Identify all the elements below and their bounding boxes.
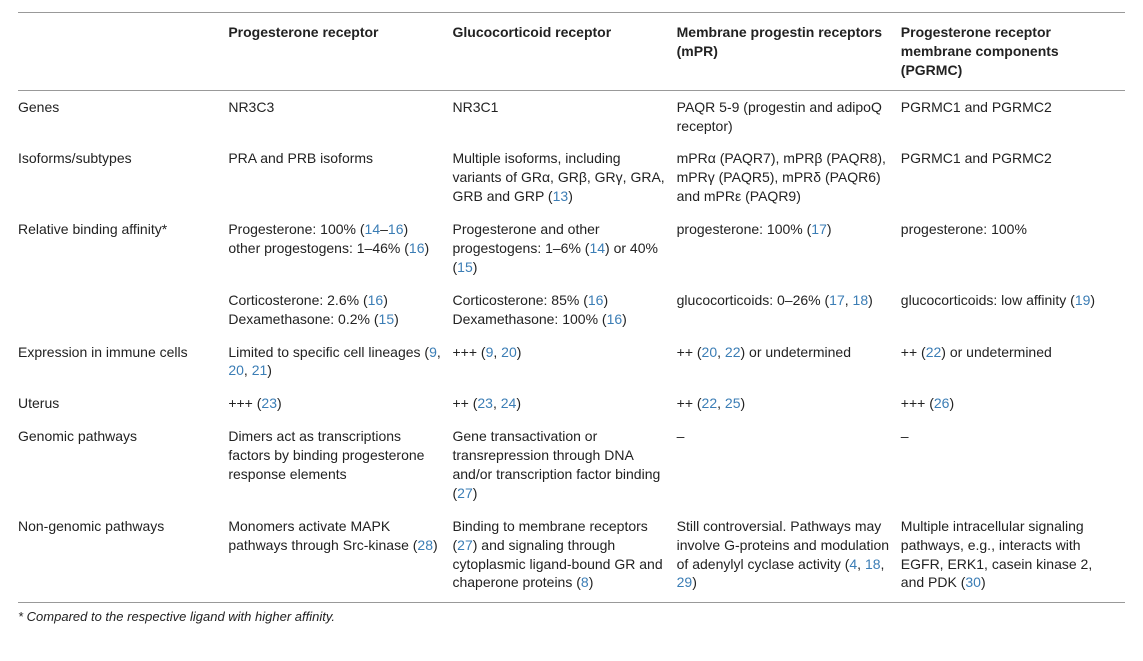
reference-link[interactable]: 18 <box>865 556 881 572</box>
reference-link[interactable]: 13 <box>553 188 569 204</box>
cell: progesterone: 100% (17) <box>677 213 901 284</box>
reference-link[interactable]: 8 <box>581 574 589 590</box>
reference-link[interactable]: 4 <box>849 556 857 572</box>
cell: ++ (20, 22) or undetermined <box>677 336 901 388</box>
cell: NR3C1 <box>452 90 676 142</box>
cell: Progesterone and other progestogens: 1–6… <box>452 213 676 284</box>
reference-link[interactable]: 14 <box>365 221 381 237</box>
cell: +++ (23) <box>228 387 452 420</box>
reference-link[interactable]: 29 <box>677 574 693 590</box>
reference-link[interactable]: 25 <box>725 395 741 411</box>
reference-link[interactable]: 23 <box>261 395 277 411</box>
row-nongenomic: Non-genomic pathways Monomers activate M… <box>18 510 1125 603</box>
cell: Corticosterone: 85% (16) Dexamethasone: … <box>452 284 676 336</box>
reference-link[interactable]: 16 <box>388 221 404 237</box>
cell: – <box>901 420 1125 510</box>
cell: PGRMC1 and PGRMC2 <box>901 142 1125 213</box>
cell: Progesterone: 100% (14–16) other progest… <box>228 213 452 284</box>
row-rba-1: Relative binding affinity* Progesterone:… <box>18 213 1125 284</box>
header-mpr: Membrane progestin receptors (mPR) <box>677 13 901 91</box>
cell: PRA and PRB isoforms <box>228 142 452 213</box>
reference-link[interactable]: 22 <box>926 344 942 360</box>
cell: Monomers activate MAPK pathways through … <box>228 510 452 603</box>
cell: Multiple intracellular signaling pathway… <box>901 510 1125 603</box>
reference-link[interactable]: 16 <box>409 240 425 256</box>
reference-link[interactable]: 17 <box>829 292 845 308</box>
header-row: Progesterone receptor Glucocorticoid rec… <box>18 13 1125 91</box>
cell: Binding to membrane receptors (27) and s… <box>452 510 676 603</box>
header-pr: Progesterone receptor <box>228 13 452 91</box>
cell: ++ (22) or undetermined <box>901 336 1125 388</box>
reference-link[interactable]: 30 <box>965 574 981 590</box>
cell: +++ (26) <box>901 387 1125 420</box>
reference-link[interactable]: 22 <box>702 395 718 411</box>
cell: Multiple isoforms, including variants of… <box>452 142 676 213</box>
reference-link[interactable]: 22 <box>725 344 741 360</box>
cell: ++ (23, 24) <box>452 387 676 420</box>
reference-link[interactable]: 27 <box>457 485 473 501</box>
reference-link[interactable]: 15 <box>379 311 395 327</box>
row-label: Expression in immune cells <box>18 336 228 388</box>
row-rba-2: Corticosterone: 2.6% (16) Dexamethasone:… <box>18 284 1125 336</box>
reference-link[interactable]: 19 <box>1075 292 1091 308</box>
row-label <box>18 284 228 336</box>
reference-link[interactable]: 23 <box>477 395 493 411</box>
reference-link[interactable]: 20 <box>501 344 517 360</box>
cell: +++ (9, 20) <box>452 336 676 388</box>
reference-link[interactable]: 18 <box>853 292 869 308</box>
footnote: * Compared to the respective ligand with… <box>18 603 1125 624</box>
header-pgrmc: Progesterone receptor membrane component… <box>901 13 1125 91</box>
cell: glucocorticoids: low affinity (19) <box>901 284 1125 336</box>
row-uterus: Uterus +++ (23) ++ (23, 24) ++ (22, 25) … <box>18 387 1125 420</box>
reference-link[interactable]: 16 <box>368 292 384 308</box>
cell: PGRMC1 and PGRMC2 <box>901 90 1125 142</box>
header-blank <box>18 13 228 91</box>
reference-link[interactable]: 16 <box>607 311 623 327</box>
reference-link[interactable]: 28 <box>417 537 433 553</box>
row-label: Isoforms/subtypes <box>18 142 228 213</box>
receptor-table: Progesterone receptor Glucocorticoid rec… <box>18 12 1125 603</box>
cell: ++ (22, 25) <box>677 387 901 420</box>
reference-link[interactable]: 16 <box>588 292 604 308</box>
cell: glucocorticoids: 0–26% (17, 18) <box>677 284 901 336</box>
reference-link[interactable]: 21 <box>252 362 268 378</box>
row-label: Non-genomic pathways <box>18 510 228 603</box>
cell: Gene transactivation or transrepression … <box>452 420 676 510</box>
reference-link[interactable]: 20 <box>228 362 244 378</box>
row-isoforms: Isoforms/subtypes PRA and PRB isoforms M… <box>18 142 1125 213</box>
reference-link[interactable]: 17 <box>811 221 827 237</box>
row-label: Genes <box>18 90 228 142</box>
cell: – <box>677 420 901 510</box>
row-label: Relative binding affinity* <box>18 213 228 284</box>
cell: Still controversial. Pathways may involv… <box>677 510 901 603</box>
cell: Corticosterone: 2.6% (16) Dexamethasone:… <box>228 284 452 336</box>
cell: mPRα (PAQR7), mPRβ (PAQR8), mPRγ (PAQR5)… <box>677 142 901 213</box>
cell: Dimers act as transcriptions factors by … <box>228 420 452 510</box>
cell: progesterone: 100% <box>901 213 1125 284</box>
row-genomic: Genomic pathways Dimers act as transcrip… <box>18 420 1125 510</box>
reference-link[interactable]: 9 <box>429 344 437 360</box>
reference-link[interactable]: 15 <box>457 259 473 275</box>
header-gr: Glucocorticoid receptor <box>452 13 676 91</box>
cell: Limited to specific cell lineages (9, 20… <box>228 336 452 388</box>
row-label: Genomic pathways <box>18 420 228 510</box>
row-immune: Expression in immune cells Limited to sp… <box>18 336 1125 388</box>
row-label: Uterus <box>18 387 228 420</box>
reference-link[interactable]: 24 <box>501 395 517 411</box>
row-genes: Genes NR3C3 NR3C1 PAQR 5-9 (progestin an… <box>18 90 1125 142</box>
reference-link[interactable]: 14 <box>589 240 605 256</box>
reference-link[interactable]: 26 <box>934 395 950 411</box>
cell: PAQR 5-9 (progestin and adipoQ receptor) <box>677 90 901 142</box>
reference-link[interactable]: 27 <box>457 537 473 553</box>
reference-link[interactable]: 20 <box>702 344 718 360</box>
cell: NR3C3 <box>228 90 452 142</box>
